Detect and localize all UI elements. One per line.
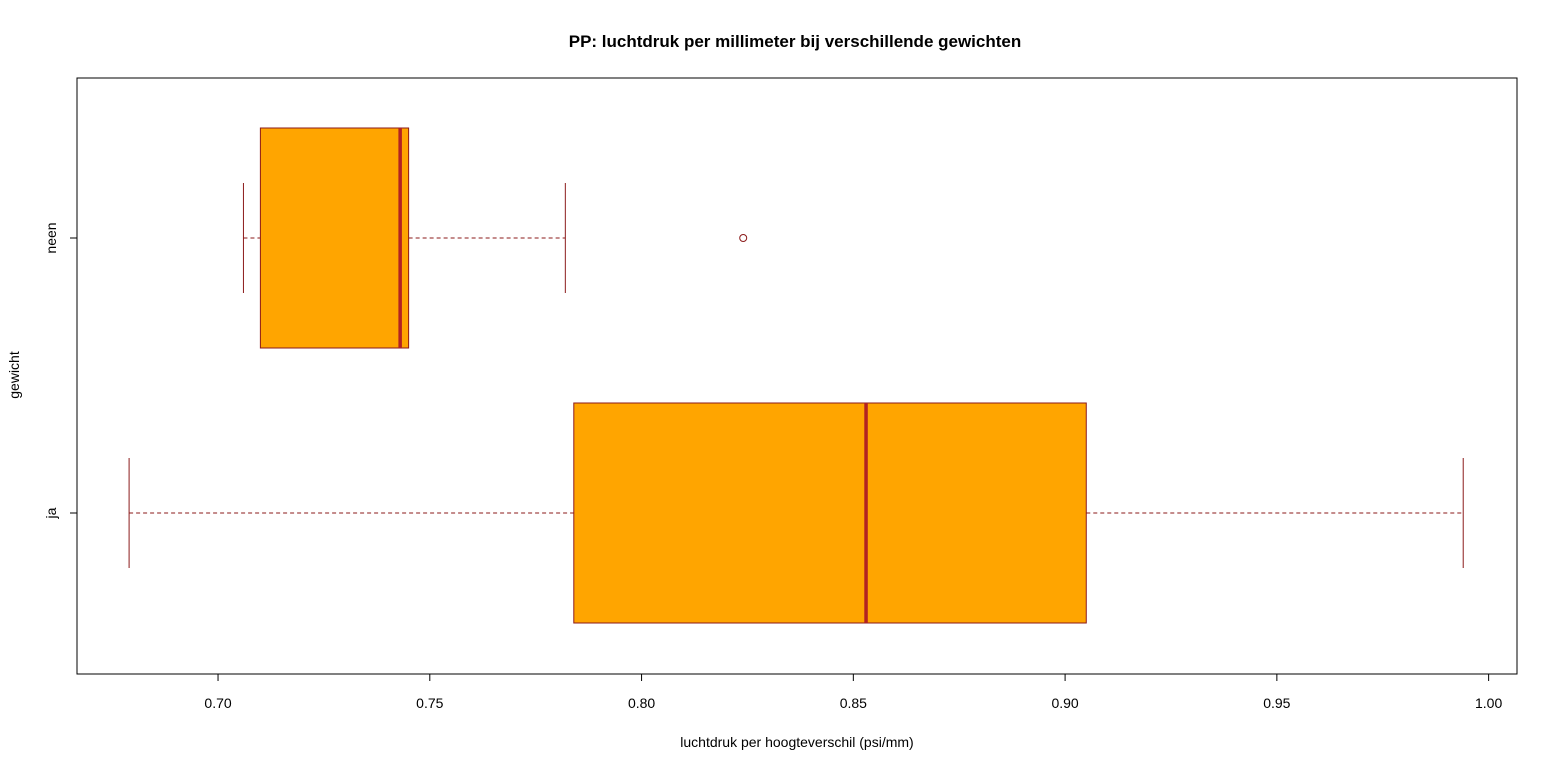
y-axis-label: gewicht xyxy=(6,351,22,399)
x-tick-label: 0.70 xyxy=(204,695,231,711)
boxes-group xyxy=(128,127,1464,624)
box-ja xyxy=(128,402,1464,624)
y-tick-label: ja xyxy=(43,507,59,519)
x-axis-label: luchtdruk per hoogteverschil (psi/mm) xyxy=(680,734,913,750)
chart-title: PP: luchtdruk per millimeter bij verschi… xyxy=(569,32,1022,51)
box-neen xyxy=(242,127,748,349)
y-tick-label: neen xyxy=(43,222,59,253)
box-iqr xyxy=(259,127,410,349)
x-tick-label: 0.80 xyxy=(628,695,655,711)
x-tick-label: 0.95 xyxy=(1263,695,1290,711)
box-iqr xyxy=(573,402,1087,624)
outlier-point xyxy=(739,234,748,242)
x-tick-label: 0.85 xyxy=(840,695,867,711)
x-tick-label: 0.90 xyxy=(1051,695,1078,711)
x-tick-label: 0.75 xyxy=(416,695,443,711)
x-tick-label: 1.00 xyxy=(1475,695,1502,711)
x-axis: 0.70 0.75 0.80 0.85 0.90 0.95 1.00 xyxy=(204,673,1502,711)
y-axis: ja neen xyxy=(43,222,78,519)
